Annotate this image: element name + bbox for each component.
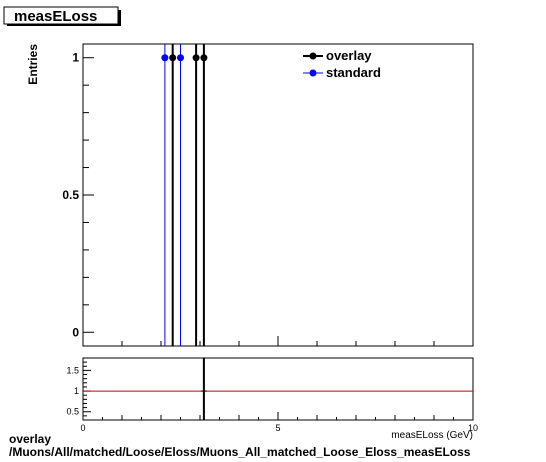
- ratio-plot-frame: [82, 357, 474, 421]
- ratio-plot-marks: [83, 358, 473, 420]
- ratio-x-tick-label: 0: [80, 423, 85, 433]
- ratio-axis-ticks: 0.5 1 1.5 0 5 10: [66, 361, 478, 433]
- legend-marker-overlay: [309, 52, 317, 60]
- ratio-y-tick-label: 1.5: [66, 365, 79, 375]
- legend-label-standard: standard: [326, 65, 381, 80]
- footer-label: overlay: [9, 432, 52, 446]
- data-point: [200, 54, 208, 62]
- ratio-y-tick-label: 0.5: [66, 407, 79, 417]
- legend: overlay standard: [303, 48, 381, 80]
- main-axis-ticks: 00.51: [62, 51, 474, 346]
- y-tick-label: 0.5: [62, 188, 79, 202]
- ratio-x-tick-label: 5: [275, 423, 280, 433]
- main-plot-marks: [161, 44, 208, 346]
- data-point: [177, 54, 184, 62]
- y-axis-label: Entries: [26, 44, 40, 85]
- data-point: [192, 54, 200, 62]
- y-tick-label: 1: [72, 51, 79, 65]
- y-tick-label: 0: [72, 325, 79, 339]
- title-box-shadow: [118, 10, 121, 26]
- ratio-y-tick-label: 1: [74, 386, 79, 396]
- title-box-shadow-bottom: [7, 24, 121, 26]
- footer-histogram-path: /Muons/All/matched/Loose/Eloss/Muons_All…: [9, 445, 471, 459]
- ratio-x-tick-label: 10: [468, 423, 478, 433]
- legend-label-overlay: overlay: [326, 48, 372, 63]
- x-axis-label: measELoss (GeV): [391, 430, 473, 441]
- chart-title: measELoss: [14, 8, 97, 25]
- main-plot-frame: [82, 43, 474, 347]
- legend-marker-standard: [309, 69, 317, 77]
- data-point: [161, 54, 169, 62]
- data-point: [169, 54, 177, 62]
